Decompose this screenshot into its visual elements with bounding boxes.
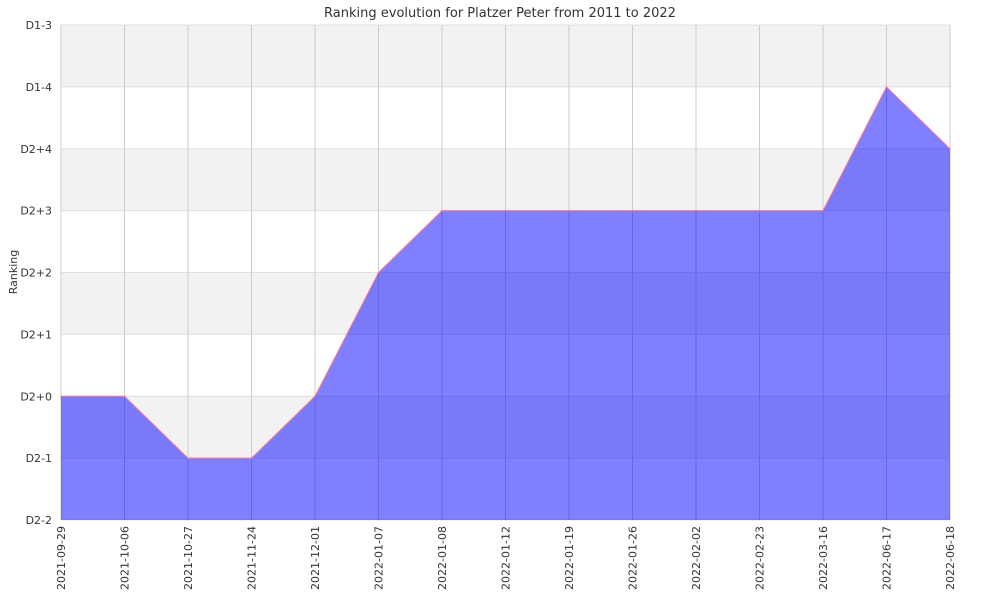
data-point: [123, 395, 126, 398]
y-tick-label: D2-1: [26, 452, 52, 465]
area-layer: [60, 86, 951, 520]
x-tick-label: 2021-12-01: [309, 526, 322, 590]
x-tick-label: 2022-03-16: [817, 526, 830, 590]
y-tick-label: D2-2: [26, 514, 52, 527]
data-point: [695, 209, 697, 212]
y-tick-label: D2+0: [20, 390, 52, 403]
data-point: [504, 209, 507, 212]
x-tick-label: 2021-11-24: [246, 526, 259, 590]
data-point: [568, 209, 570, 212]
y-tick-label: D2+2: [20, 267, 52, 280]
x-tick-label: 2022-06-17: [881, 526, 894, 590]
data-point: [631, 209, 634, 212]
x-tick-label: 2022-01-12: [500, 526, 513, 590]
data-point: [187, 457, 189, 459]
y-tick-label: D2+3: [20, 205, 52, 218]
data-point: [758, 209, 761, 212]
x-tick-label: 2022-01-19: [563, 526, 576, 590]
x-tick-label: 2021-10-06: [119, 526, 132, 590]
x-tick-label: 2022-06-18: [944, 526, 957, 590]
data-point: [377, 271, 380, 274]
x-tick-label: 2022-02-02: [690, 526, 703, 590]
y-axis-label: Ranking: [7, 250, 20, 295]
y-axis-ticks: D2-2 D2-1 D2+0 D2+1 D2+2 D2+3 D2+4 D1-4 D1-3: [20, 19, 52, 527]
x-tick-label: 2022-02-23: [754, 526, 767, 590]
x-tick-label: 2021-10-27: [182, 526, 195, 590]
series-area: [61, 86, 950, 520]
data-point: [60, 395, 62, 398]
data-point: [822, 209, 824, 212]
data-point: [949, 147, 951, 150]
x-tick-label: 2022-01-26: [627, 526, 640, 590]
y-tick-label: D2+4: [20, 143, 52, 156]
y-tick-label: D2+1: [20, 328, 52, 341]
data-point: [441, 209, 443, 212]
y-tick-label: D1-4: [26, 81, 52, 94]
x-tick-label: 2022-01-07: [373, 526, 386, 590]
data-point: [885, 86, 888, 88]
x-tick-label: 2021-09-29: [55, 526, 68, 590]
x-tick-label: 2022-01-08: [436, 526, 449, 590]
data-point: [314, 395, 316, 398]
data-point: [250, 457, 253, 459]
chart-title: Ranking evolution for Platzer Peter from…: [324, 6, 676, 21]
x-axis-ticks: 2021-09-29 2021-10-06 2021-10-27 2021-11-24…: [55, 526, 957, 590]
y-tick-label: D1-3: [26, 19, 52, 32]
